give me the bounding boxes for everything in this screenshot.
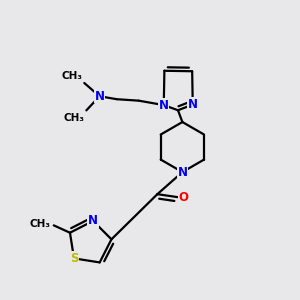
- Text: O: O: [178, 190, 188, 204]
- Text: N: N: [188, 98, 198, 111]
- Text: N: N: [88, 214, 98, 227]
- Text: N: N: [94, 90, 105, 103]
- Text: N: N: [177, 166, 188, 178]
- Text: N: N: [159, 99, 169, 112]
- Text: CH₃: CH₃: [29, 219, 50, 229]
- Text: CH₃: CH₃: [62, 70, 83, 81]
- Text: CH₃: CH₃: [64, 113, 85, 123]
- Text: S: S: [70, 252, 78, 265]
